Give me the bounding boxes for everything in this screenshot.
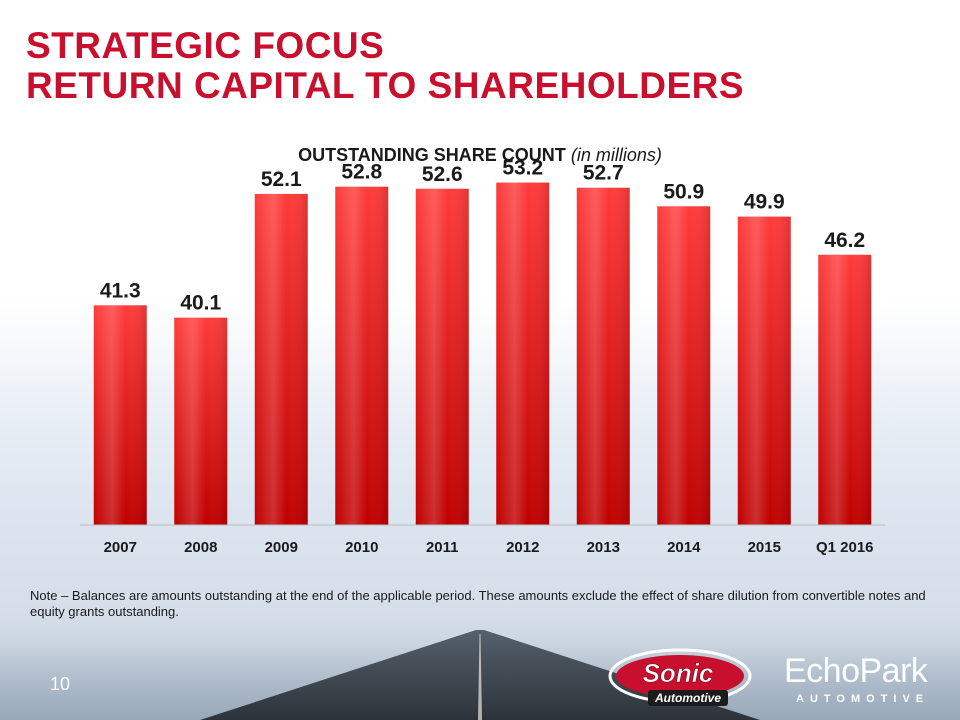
sonic-automotive-logo: Sonic Automotive [608,648,752,706]
svg-text:Automotive: Automotive [654,691,721,705]
bar-2007 [93,305,147,525]
data-label: 40.1 [180,292,221,315]
data-label: 52.7 [583,162,624,185]
bar-2011 [415,188,469,526]
chart-title-main: OUTSTANDING SHARE COUNT [298,145,566,165]
echopark-logo: EchoPark AUTOMOTIVE [784,652,929,705]
bar-chart: 41.3 2007 40.1 2008 52.1 2009 52.8 2010 52.6 2011… [80,157,885,556]
data-label: 49.9 [744,191,785,214]
data-label: 53.2 [502,157,543,180]
x-tick-label: Q1 2016 [816,539,874,556]
x-tick-label: 2009 [265,539,298,556]
x-tick-label: 2008 [184,539,217,556]
x-tick-label: 2010 [345,539,378,556]
bar-2012 [496,182,550,525]
bar-2009 [254,193,308,525]
data-label: 46.2 [824,229,865,252]
footnote: Note – Balances are amounts outstanding … [30,588,926,619]
x-tick-label: 2014 [667,539,701,556]
x-tick-label: 2013 [587,539,620,556]
title-line-1: STRATEGIC FOCUS [26,25,385,66]
bar-2013 [576,187,630,526]
data-label: 52.6 [422,163,463,186]
slide-title: STRATEGIC FOCUS RETURN CAPITAL TO SHAREH… [26,26,744,106]
data-label: 50.9 [663,180,704,203]
svg-text:Sonic: Sonic [643,658,714,688]
x-tick-label: 2012 [506,539,539,556]
x-tick-label: 2007 [104,539,137,556]
x-tick-label: 2011 [426,539,459,556]
bar-2015 [737,216,791,526]
svg-text:EchoPark: EchoPark [784,652,929,690]
bar-2010 [335,186,389,526]
data-label: 52.8 [341,161,382,184]
bar-q1-2016 [818,254,872,525]
data-label: 52.1 [261,168,302,191]
title-line-2: RETURN CAPITAL TO SHAREHOLDERS [26,65,745,106]
x-tick-label: 2015 [748,539,781,556]
bar-2014 [657,206,711,525]
chart-title: OUTSTANDING SHARE COUNT (in millions) [0,145,960,166]
road-background [200,630,760,720]
svg-text:AUTOMOTIVE: AUTOMOTIVE [796,693,929,705]
bar-2008 [174,317,228,525]
chart-title-unit: (in millions) [570,145,662,165]
data-label: 41.3 [100,279,141,302]
page-number: 10 [50,674,71,694]
